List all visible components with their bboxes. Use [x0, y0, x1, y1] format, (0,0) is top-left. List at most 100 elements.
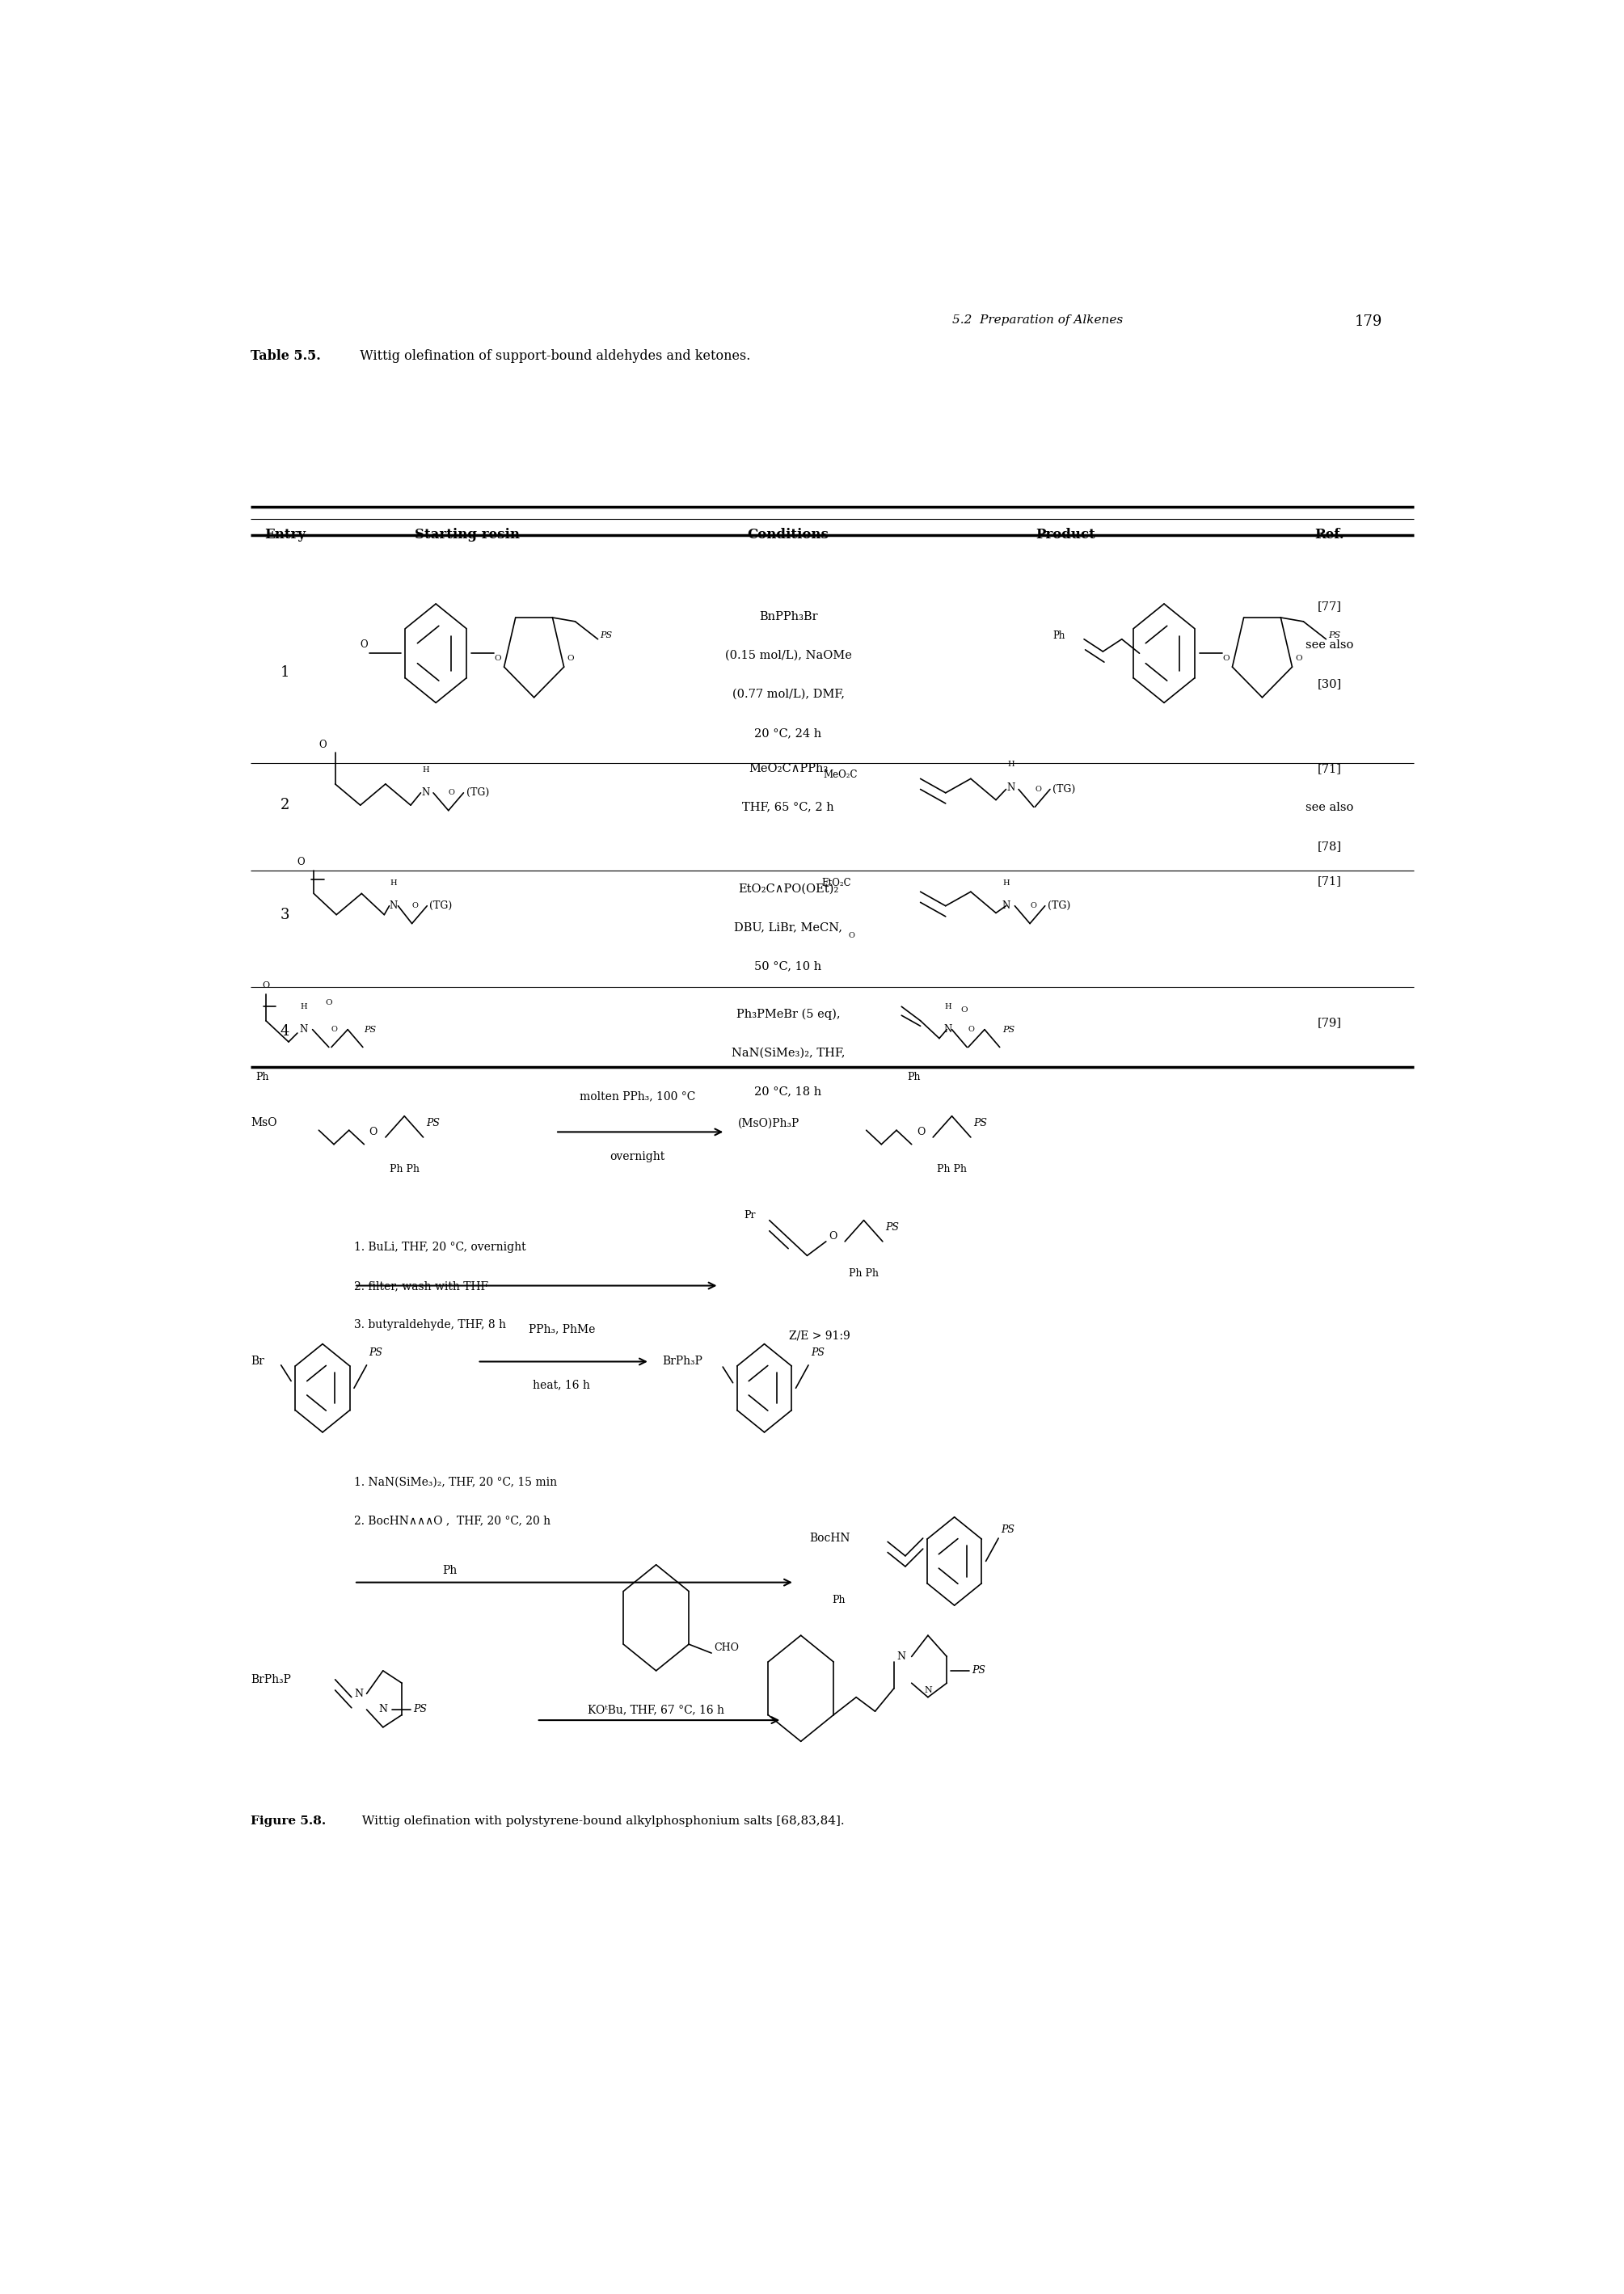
- Text: Conditions: Conditions: [747, 528, 828, 541]
- Text: EtO₂C: EtO₂C: [822, 879, 851, 888]
- Text: BrPh₃P: BrPh₃P: [250, 1675, 291, 1686]
- Text: 2. filter, wash with THF: 2. filter, wash with THF: [354, 1280, 489, 1292]
- Text: PS: PS: [1328, 631, 1341, 640]
- Text: Entry: Entry: [265, 528, 305, 541]
- Text: 3: 3: [281, 908, 289, 922]
- Text: O: O: [261, 982, 270, 989]
- Text: (TG): (TG): [466, 787, 489, 798]
- Text: [30]: [30]: [1317, 679, 1341, 688]
- Text: [71]: [71]: [1317, 764, 1341, 773]
- Text: Product: Product: [1036, 528, 1095, 541]
- Text: O: O: [297, 856, 305, 867]
- Text: 5.2  Preparation of Alkenes: 5.2 Preparation of Alkenes: [952, 314, 1122, 326]
- Text: see also: see also: [1306, 640, 1353, 651]
- Text: O: O: [1223, 654, 1229, 661]
- Text: 179: 179: [1354, 314, 1382, 328]
- Text: O: O: [1034, 785, 1041, 794]
- Text: O: O: [369, 1126, 377, 1138]
- Text: see also: see also: [1306, 801, 1353, 812]
- Text: KOᵗBu, THF, 67 °C, 16 h: KOᵗBu, THF, 67 °C, 16 h: [588, 1704, 724, 1716]
- Text: O: O: [361, 640, 369, 649]
- Text: O: O: [325, 1000, 333, 1007]
- Text: THF, 65 °C, 2 h: THF, 65 °C, 2 h: [742, 801, 835, 812]
- Text: Table 5.5.: Table 5.5.: [250, 349, 322, 362]
- Text: PS: PS: [412, 1704, 427, 1716]
- Text: O: O: [1030, 902, 1036, 908]
- Text: PS: PS: [425, 1117, 440, 1129]
- Text: Z/E > 91:9: Z/E > 91:9: [789, 1331, 851, 1342]
- Text: Ph₃PMeBr (5 eq),: Ph₃PMeBr (5 eq),: [736, 1009, 840, 1021]
- Text: O: O: [331, 1025, 338, 1032]
- Text: PS: PS: [601, 631, 612, 640]
- Text: O: O: [494, 654, 502, 661]
- Text: [71]: [71]: [1317, 876, 1341, 888]
- Text: NaN(SiMe₃)₂, THF,: NaN(SiMe₃)₂, THF,: [731, 1046, 844, 1058]
- Text: N: N: [378, 1704, 388, 1716]
- Text: O: O: [848, 931, 854, 941]
- Text: O: O: [318, 741, 326, 750]
- Text: Ph Ph: Ph Ph: [390, 1163, 419, 1175]
- Text: Ph: Ph: [255, 1071, 270, 1083]
- Text: MsO: MsO: [250, 1117, 278, 1129]
- Text: PPh₃, PhMe: PPh₃, PhMe: [528, 1324, 594, 1335]
- Text: PS: PS: [1002, 1025, 1015, 1035]
- Text: O: O: [916, 1126, 926, 1138]
- Text: PS: PS: [369, 1347, 383, 1358]
- Text: N: N: [354, 1688, 362, 1700]
- Text: CHO: CHO: [715, 1643, 739, 1654]
- Text: N: N: [924, 1686, 932, 1695]
- Text: O: O: [1294, 654, 1302, 661]
- Text: O: O: [412, 902, 419, 908]
- Text: (0.15 mol/L), NaOMe: (0.15 mol/L), NaOMe: [724, 649, 851, 661]
- Text: (TG): (TG): [1052, 785, 1075, 794]
- Text: heat, 16 h: heat, 16 h: [533, 1379, 591, 1390]
- Text: PS: PS: [885, 1223, 900, 1232]
- Text: (TG): (TG): [1047, 902, 1070, 911]
- Text: 2. BocHN∧∧∧O ,  THF, 20 °C, 20 h: 2. BocHN∧∧∧O , THF, 20 °C, 20 h: [354, 1516, 551, 1526]
- Text: 3. butyraldehyde, THF, 8 h: 3. butyraldehyde, THF, 8 h: [354, 1319, 507, 1331]
- Text: Br: Br: [250, 1356, 265, 1367]
- Text: BrPh₃P: BrPh₃P: [663, 1356, 703, 1367]
- Text: DBU, LiBr, MeCN,: DBU, LiBr, MeCN,: [734, 922, 843, 934]
- Text: Wittig olefination of support-bound aldehydes and ketones.: Wittig olefination of support-bound alde…: [351, 349, 750, 362]
- Text: N: N: [1007, 782, 1015, 794]
- Text: O: O: [567, 654, 573, 661]
- Text: MeO₂C∧PPh₃: MeO₂C∧PPh₃: [749, 764, 828, 773]
- Text: Ph: Ph: [831, 1594, 844, 1606]
- Text: 20 °C, 24 h: 20 °C, 24 h: [755, 727, 822, 739]
- Text: 50 °C, 10 h: 50 °C, 10 h: [755, 961, 822, 973]
- Text: O: O: [828, 1232, 836, 1241]
- Text: N: N: [944, 1023, 952, 1035]
- Text: MeO₂C: MeO₂C: [823, 771, 857, 780]
- Text: Ref.: Ref.: [1315, 528, 1345, 541]
- Text: molten PPh₃, 100 °C: molten PPh₃, 100 °C: [580, 1090, 695, 1101]
- Text: 1. BuLi, THF, 20 °C, overnight: 1. BuLi, THF, 20 °C, overnight: [354, 1241, 526, 1253]
- Text: Wittig olefination with polystyrene-bound alkylphosphonium salts [68,83,84].: Wittig olefination with polystyrene-boun…: [354, 1815, 844, 1826]
- Text: O: O: [448, 789, 455, 796]
- Text: BocHN: BocHN: [810, 1532, 851, 1544]
- Text: [77]: [77]: [1317, 601, 1341, 612]
- Text: BnPPh₃Br: BnPPh₃Br: [758, 610, 817, 622]
- Text: Pr: Pr: [744, 1209, 755, 1220]
- Text: 1: 1: [281, 665, 289, 679]
- Text: Figure 5.8.: Figure 5.8.: [250, 1815, 326, 1826]
- Text: Ph: Ph: [442, 1565, 456, 1576]
- Text: N: N: [388, 902, 398, 911]
- Text: N: N: [896, 1652, 905, 1661]
- Text: [78]: [78]: [1317, 840, 1341, 851]
- Text: 1. NaN(SiMe₃)₂, THF, 20 °C, 15 min: 1. NaN(SiMe₃)₂, THF, 20 °C, 15 min: [354, 1477, 557, 1489]
- Text: Starting resin: Starting resin: [414, 528, 520, 541]
- Text: (0.77 mol/L), DMF,: (0.77 mol/L), DMF,: [732, 688, 844, 700]
- Text: PS: PS: [810, 1347, 825, 1358]
- Text: N: N: [422, 787, 430, 798]
- Text: [79]: [79]: [1317, 1016, 1341, 1028]
- Text: PS: PS: [364, 1025, 377, 1035]
- Text: H: H: [390, 879, 396, 885]
- Text: H: H: [945, 1002, 952, 1009]
- Text: overnight: overnight: [609, 1152, 664, 1163]
- Text: O: O: [968, 1025, 974, 1032]
- Text: O: O: [961, 1007, 968, 1014]
- Text: H: H: [300, 1002, 307, 1009]
- Text: N: N: [299, 1023, 309, 1035]
- Text: EtO₂C∧PO(OEt)₂: EtO₂C∧PO(OEt)₂: [737, 883, 838, 895]
